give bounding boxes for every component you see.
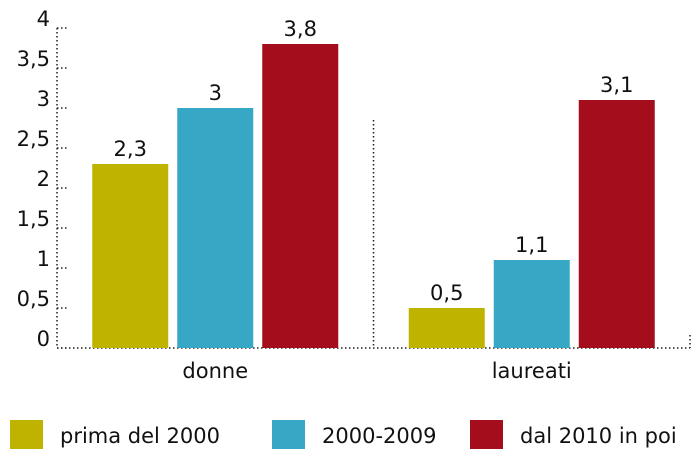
bar (92, 164, 169, 348)
y-tick-label: 1,5 (17, 207, 50, 231)
y-tick-label: 2,5 (17, 127, 50, 151)
y-tick-label: 1 (37, 247, 50, 271)
legend-label: dal 2010 in poi (520, 424, 677, 448)
data-label: 0,5 (430, 281, 463, 305)
data-label: 3,1 (600, 73, 633, 97)
legend-swatch (10, 420, 43, 449)
legend-label: 2000-2009 (322, 424, 436, 448)
bar (408, 308, 485, 348)
x-tick-label: donne (182, 359, 248, 383)
data-label: 1,1 (515, 233, 548, 257)
y-tick-label: 0 (37, 327, 50, 351)
legend-swatch (470, 420, 503, 449)
bar (262, 44, 339, 348)
y-tick-label: 4 (37, 7, 50, 31)
y-tick-label: 2 (37, 167, 50, 191)
y-tick-label: 0,5 (17, 287, 50, 311)
legend-label: prima del 2000 (60, 424, 220, 448)
bar (578, 100, 655, 348)
bar (177, 108, 254, 348)
x-tick-label: laureati (492, 359, 572, 383)
data-label: 3 (209, 81, 222, 105)
y-tick-label: 3,5 (17, 47, 50, 71)
data-label: 3,8 (284, 17, 317, 41)
data-label: 2,3 (114, 137, 147, 161)
y-tick-label: 3 (37, 87, 50, 111)
legend-swatch (272, 420, 305, 449)
bar (493, 260, 570, 348)
